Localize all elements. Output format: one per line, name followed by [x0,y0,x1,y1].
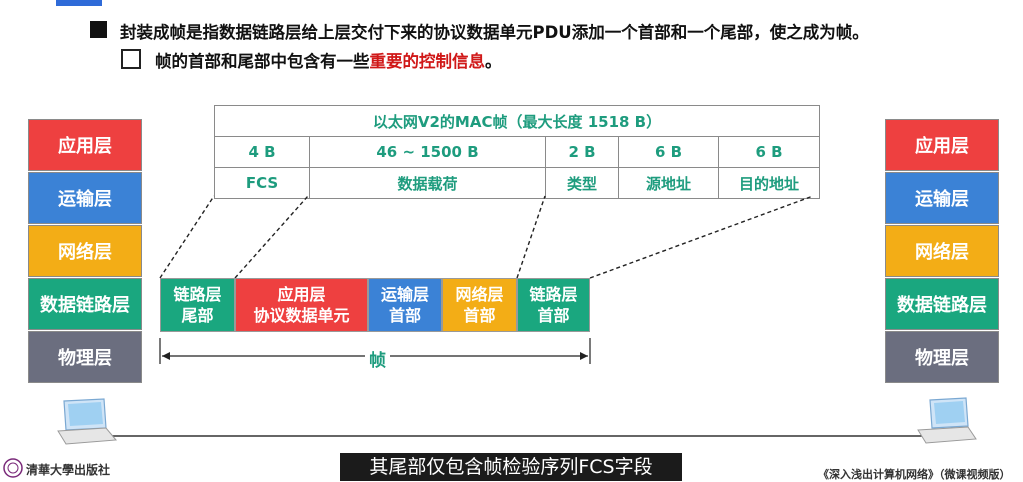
connector-header-start [516,195,546,279]
dashed-connectors [159,195,814,279]
frame-segment-application-pdu: 应用层 协议数据单元 [235,278,368,332]
connector-frame-left [159,195,215,279]
right-layer-network: 网络层 [885,225,999,277]
mac-field-type: 类型 [545,167,619,199]
segment-line: 运输层 [380,285,429,304]
segment-line: 应用层 [277,285,326,304]
highlight-control-info: 重要的控制信息 [369,52,486,71]
left-layer-transport: 运输层 [28,172,142,224]
frame-label: 帧 [365,346,390,371]
right-laptop-icon [917,397,977,444]
left-layer-network: 网络层 [28,225,142,277]
mac-size-payload: 46 ~ 1500 B [309,136,546,168]
right-layer-datalink: 数据链路层 [885,278,999,330]
segment-line: 链路层 [529,285,578,304]
mac-field-src: 源地址 [618,167,719,199]
segment-line: 尾部 [181,306,214,325]
left-layer-physical: 物理层 [28,331,142,383]
segment-line: 网络层 [455,285,504,304]
right-layer-transport: 运输层 [885,172,999,224]
mac-frame-table: 以太网V2的MAC帧（最大长度 1518 B） 4 B 46 ~ 1500 B … [214,105,820,199]
segment-line: 首部 [388,306,421,325]
publisher-seal-icon [3,458,23,478]
frame-segment-network-header: 网络层 首部 [442,278,517,332]
right-layer-application: 应用层 [885,119,999,171]
segment-line: 协议数据单元 [253,306,350,325]
connector-frame-right [589,195,814,279]
arrow-left-head-icon [162,352,170,360]
mac-field-fcs: FCS [214,167,310,199]
subtitle-caption: 其尾部仅包含帧检验序列FCS字段 [340,453,682,481]
mac-size-dst: 6 B [718,136,820,168]
bullet-line-2-suffix: 。 [485,52,502,71]
right-layer-physical: 物理层 [885,331,999,383]
left-laptop-icon [57,398,118,445]
bullet-line-2-prefix: 帧的首部和尾部中包含有一些 [155,52,370,71]
mac-field-payload: 数据载荷 [309,167,546,199]
segment-line: 首部 [537,306,570,325]
bullet-line-1: 封装成帧是指数据链路层给上层交付下来的协议数据单元PDU添加一个首部和一个尾部，… [120,23,869,42]
segment-line: 首部 [463,306,496,325]
book-title: 《深入浅出计算机网络》（微课视频版） [818,468,1011,481]
connector-trailer-fcs [234,195,309,279]
left-layer-datalink: 数据链路层 [28,278,142,330]
frame-segment-link-header: 链路层 首部 [517,278,590,332]
mac-size-fcs: 4 B [214,136,310,168]
hollow-square-bullet-icon [121,49,141,69]
mac-size-type: 2 B [545,136,619,168]
frame-segment-link-trailer: 链路层 尾部 [160,278,235,332]
left-layer-application: 应用层 [28,119,142,171]
filled-square-bullet-icon [90,21,107,38]
mac-size-src: 6 B [618,136,719,168]
publisher-name: 清華大學出版社 [26,463,111,477]
bullet-line-2: 帧的首部和尾部中包含有一些重要的控制信息。 [155,48,502,72]
frame-segment-transport-header: 运输层 首部 [368,278,442,332]
mac-field-dst: 目的地址 [718,167,820,199]
segment-line: 链路层 [173,285,222,304]
top-accent-bar [56,0,102,6]
arrow-right-head-icon [580,352,588,360]
